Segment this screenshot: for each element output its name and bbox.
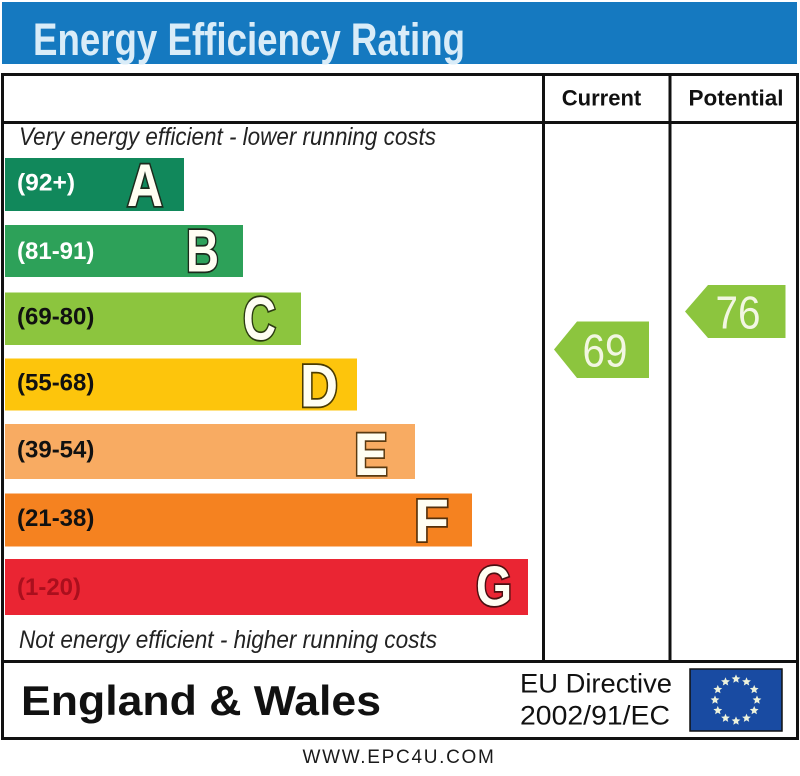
svg-text:(1-20): (1-20): [17, 574, 81, 601]
svg-text:(92+): (92+): [17, 170, 75, 197]
svg-text:D: D: [300, 353, 338, 420]
svg-text:(39-54): (39-54): [17, 436, 94, 463]
svg-text:(21-38): (21-38): [17, 505, 94, 532]
svg-text:C: C: [243, 286, 276, 353]
svg-text:(69-80): (69-80): [17, 304, 94, 331]
svg-text:69: 69: [583, 325, 628, 377]
svg-text:E: E: [354, 421, 388, 488]
svg-text:(55-68): (55-68): [17, 369, 94, 396]
svg-text:F: F: [414, 487, 449, 554]
svg-text:Not energy efficient - higher: Not energy efficient - higher running co…: [19, 626, 437, 654]
svg-text:(81-91): (81-91): [17, 238, 94, 265]
svg-text:Very energy efficient - lower: Very energy efficient - lower running co…: [19, 123, 436, 151]
svg-text:2002/91/EC: 2002/91/EC: [520, 701, 670, 731]
svg-text:G: G: [476, 555, 512, 619]
svg-text:76: 76: [716, 287, 761, 339]
svg-text:EU Directive: EU Directive: [520, 669, 672, 699]
svg-text:England & Wales: England & Wales: [21, 677, 381, 724]
svg-text:B: B: [186, 218, 219, 285]
svg-text:WWW.EPC4U.COM: WWW.EPC4U.COM: [302, 747, 495, 768]
svg-text:A: A: [127, 152, 163, 219]
svg-text:Potential: Potential: [689, 86, 784, 111]
svg-text:Current: Current: [562, 86, 642, 111]
svg-text:Energy Efficiency Rating: Energy Efficiency Rating: [33, 14, 465, 65]
